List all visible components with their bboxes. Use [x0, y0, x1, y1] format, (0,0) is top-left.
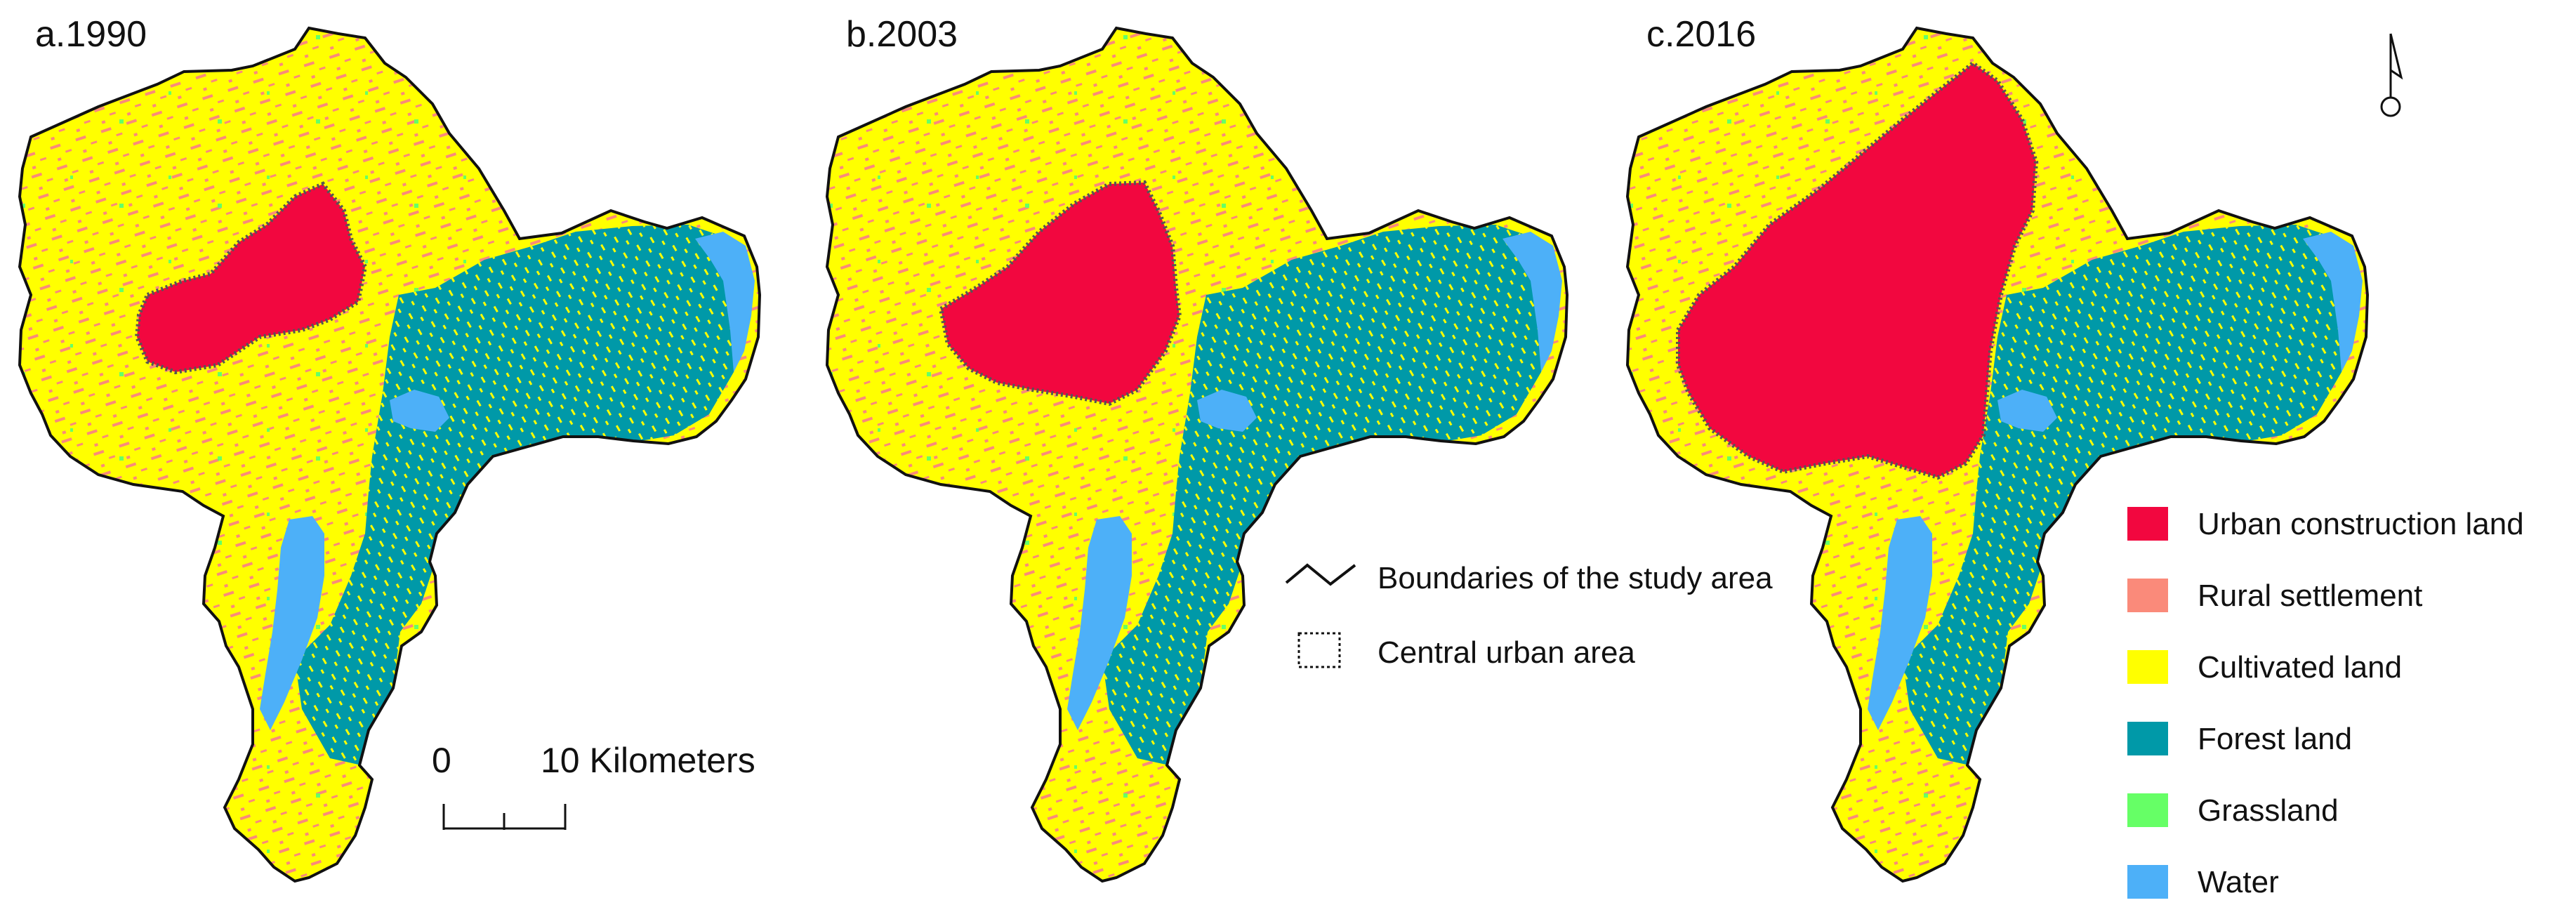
legend-swatch-forest-land — [2127, 722, 2168, 755]
legend-label-urban-construction-land: Urban construction land — [2198, 507, 2524, 541]
scale-bar-zero-label: 0 — [432, 741, 451, 780]
legend-swatch-cultivated-land — [2127, 650, 2168, 684]
map-2003 — [826, 27, 1568, 883]
panel-label-2003: b.2003 — [846, 14, 958, 55]
legend-swatch-rural-settlement — [2127, 579, 2168, 612]
legend-swatch-grassland — [2127, 793, 2168, 827]
dotted-rectangle-icon — [1297, 632, 1341, 668]
legend-swatch-urban-construction-land — [2127, 507, 2168, 541]
legend-swatch-water — [2127, 865, 2168, 899]
legend-label-rural-settlement: Rural settlement — [2198, 579, 2422, 613]
landuse-legend: Urban construction land Rural settlement C… — [2127, 507, 2524, 899]
boundary-legend: Boundaries of the study area Central urb… — [1285, 561, 1773, 670]
central-urban-legend-label: Central urban area — [1378, 635, 1635, 670]
north-arrow-icon — [2380, 33, 2403, 117]
scale-bar-end-label: 10 Kilometers — [541, 741, 755, 780]
scale-bar: 0 10 Kilometers — [432, 741, 755, 830]
legend-label-grassland: Grassland — [2198, 793, 2339, 828]
boundary-line-icon — [1285, 563, 1356, 586]
legend-label-forest-land: Forest land — [2198, 722, 2352, 756]
legend-label-water: Water — [2198, 865, 2279, 899]
legend-label-cultivated-land: Cultivated land — [2198, 650, 2402, 685]
panel-label-2016: c.2016 — [1646, 14, 1756, 55]
boundary-legend-label: Boundaries of the study area — [1378, 561, 1773, 595]
panel-label-1990: a.1990 — [35, 14, 147, 55]
